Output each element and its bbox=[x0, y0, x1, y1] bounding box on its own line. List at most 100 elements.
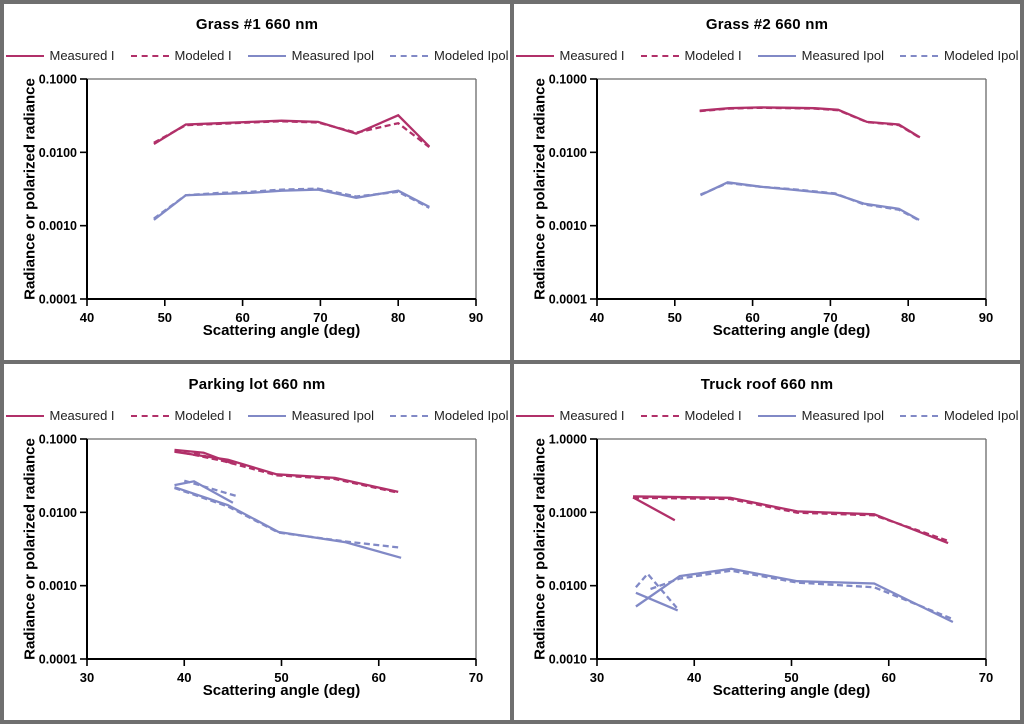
legend-label: Modeled I bbox=[684, 48, 742, 63]
chart-title: Truck roof 660 nm bbox=[700, 376, 834, 393]
legend-label: Measured Ipol bbox=[291, 408, 375, 423]
legend-item: Modeled Ipol bbox=[390, 408, 508, 423]
svg-text:0.1000: 0.1000 bbox=[39, 73, 77, 87]
modeled-ipol-line-sample bbox=[390, 54, 429, 57]
legend-label: Modeled Ipol bbox=[434, 408, 509, 423]
modeled-ipol-line-sample bbox=[900, 414, 939, 417]
modeled-i-line-sample bbox=[640, 54, 679, 57]
legend: Measured I Modeled I Measured Ipol Model… bbox=[514, 48, 1020, 63]
svg-text:40: 40 bbox=[80, 310, 94, 325]
x-axis-label: Scattering angle (deg) bbox=[202, 682, 361, 699]
measured-ipol-line-sample bbox=[757, 54, 796, 57]
measured-ipol-line-sample bbox=[247, 414, 286, 417]
svg-text:0.0010: 0.0010 bbox=[549, 219, 587, 233]
modeled-i-line-sample bbox=[640, 414, 679, 417]
legend-label: Modeled Ipol bbox=[944, 408, 1019, 423]
legend-label: Measured Ipol bbox=[801, 408, 885, 423]
svg-text:50: 50 bbox=[274, 670, 288, 685]
svg-text:60: 60 bbox=[372, 670, 386, 685]
modeled-i-line-sample bbox=[130, 414, 169, 417]
svg-text:60: 60 bbox=[235, 310, 249, 325]
legend-label: Measured I bbox=[559, 48, 625, 63]
modeled-ipol-line-sample bbox=[390, 414, 429, 417]
modeled-i-line-sample bbox=[130, 54, 169, 57]
chart-title: Parking lot 660 nm bbox=[188, 376, 326, 393]
legend-label: Measured Ipol bbox=[291, 48, 375, 63]
svg-text:70: 70 bbox=[313, 310, 327, 325]
legend-item: Modeled Ipol bbox=[390, 48, 508, 63]
legend-item: Modeled I bbox=[640, 48, 742, 63]
svg-text:0.1000: 0.1000 bbox=[39, 433, 77, 447]
legend-item: Measured Ipol bbox=[757, 48, 885, 63]
legend-item: Measured Ipol bbox=[757, 408, 885, 423]
svg-text:0.0100: 0.0100 bbox=[549, 146, 587, 160]
svg-text:0.1000: 0.1000 bbox=[549, 73, 587, 87]
x-axis-label: Scattering angle (deg) bbox=[712, 322, 871, 339]
svg-text:0.0010: 0.0010 bbox=[39, 579, 77, 593]
legend-item: Measured I bbox=[515, 408, 625, 423]
measured-ipol-line-sample bbox=[247, 54, 286, 57]
svg-text:70: 70 bbox=[823, 310, 837, 325]
svg-text:40: 40 bbox=[687, 670, 701, 685]
svg-text:90: 90 bbox=[979, 310, 993, 325]
svg-text:80: 80 bbox=[901, 310, 915, 325]
svg-text:70: 70 bbox=[469, 670, 483, 685]
legend-label: Modeled I bbox=[684, 408, 742, 423]
legend-item: Modeled I bbox=[130, 48, 232, 63]
svg-text:70: 70 bbox=[979, 670, 993, 685]
svg-text:0.0100: 0.0100 bbox=[39, 506, 77, 520]
legend-item: Measured I bbox=[5, 408, 115, 423]
svg-text:50: 50 bbox=[668, 310, 682, 325]
legend: Measured I Modeled I Measured Ipol Model… bbox=[4, 48, 510, 63]
legend-item: Modeled Ipol bbox=[900, 408, 1018, 423]
legend-label: Modeled I bbox=[174, 48, 232, 63]
svg-text:30: 30 bbox=[80, 670, 94, 685]
chart-panel-grass2: Grass #2 660 nm Measured I Modeled I Mea… bbox=[514, 4, 1020, 360]
chart-panel-parking-lot: Parking lot 660 nm Measured I Modeled I … bbox=[4, 364, 510, 720]
legend-label: Measured Ipol bbox=[801, 48, 885, 63]
svg-text:0.0100: 0.0100 bbox=[39, 146, 77, 160]
legend-label: Modeled I bbox=[174, 408, 232, 423]
chart-title: Grass #1 660 nm bbox=[195, 16, 319, 33]
legend-label: Measured I bbox=[49, 48, 115, 63]
legend-item: Measured I bbox=[515, 48, 625, 63]
legend-label: Measured I bbox=[559, 408, 625, 423]
modeled-ipol-line-sample bbox=[900, 54, 939, 57]
chart-title: Grass #2 660 nm bbox=[705, 16, 829, 33]
svg-text:30: 30 bbox=[590, 670, 604, 685]
legend: Measured I Modeled I Measured Ipol Model… bbox=[4, 408, 510, 423]
svg-text:1.0000: 1.0000 bbox=[549, 433, 587, 447]
measured-ipol-line-sample bbox=[757, 414, 796, 417]
svg-text:0.1000: 0.1000 bbox=[549, 506, 587, 520]
measured-i-line-sample bbox=[5, 414, 44, 417]
svg-text:60: 60 bbox=[882, 670, 896, 685]
svg-text:60: 60 bbox=[745, 310, 759, 325]
svg-text:0.0010: 0.0010 bbox=[39, 219, 77, 233]
legend-item: Measured I bbox=[5, 48, 115, 63]
svg-text:40: 40 bbox=[177, 670, 191, 685]
svg-text:0.0010: 0.0010 bbox=[549, 653, 587, 667]
legend: Measured I Modeled I Measured Ipol Model… bbox=[514, 408, 1020, 423]
legend-item: Modeled I bbox=[640, 408, 742, 423]
svg-text:0.0100: 0.0100 bbox=[549, 579, 587, 593]
svg-text:80: 80 bbox=[391, 310, 405, 325]
svg-text:90: 90 bbox=[469, 310, 483, 325]
svg-text:50: 50 bbox=[784, 670, 798, 685]
svg-text:0.0001: 0.0001 bbox=[39, 653, 77, 667]
svg-text:0.0001: 0.0001 bbox=[549, 293, 587, 307]
measured-i-line-sample bbox=[515, 54, 554, 57]
svg-text:50: 50 bbox=[158, 310, 172, 325]
measured-i-line-sample bbox=[515, 414, 554, 417]
measured-i-line-sample bbox=[5, 54, 44, 57]
x-axis-label: Scattering angle (deg) bbox=[202, 322, 361, 339]
legend-label: Modeled Ipol bbox=[434, 48, 509, 63]
svg-text:0.0001: 0.0001 bbox=[39, 293, 77, 307]
legend-item: Modeled I bbox=[130, 408, 232, 423]
legend-label: Modeled Ipol bbox=[944, 48, 1019, 63]
